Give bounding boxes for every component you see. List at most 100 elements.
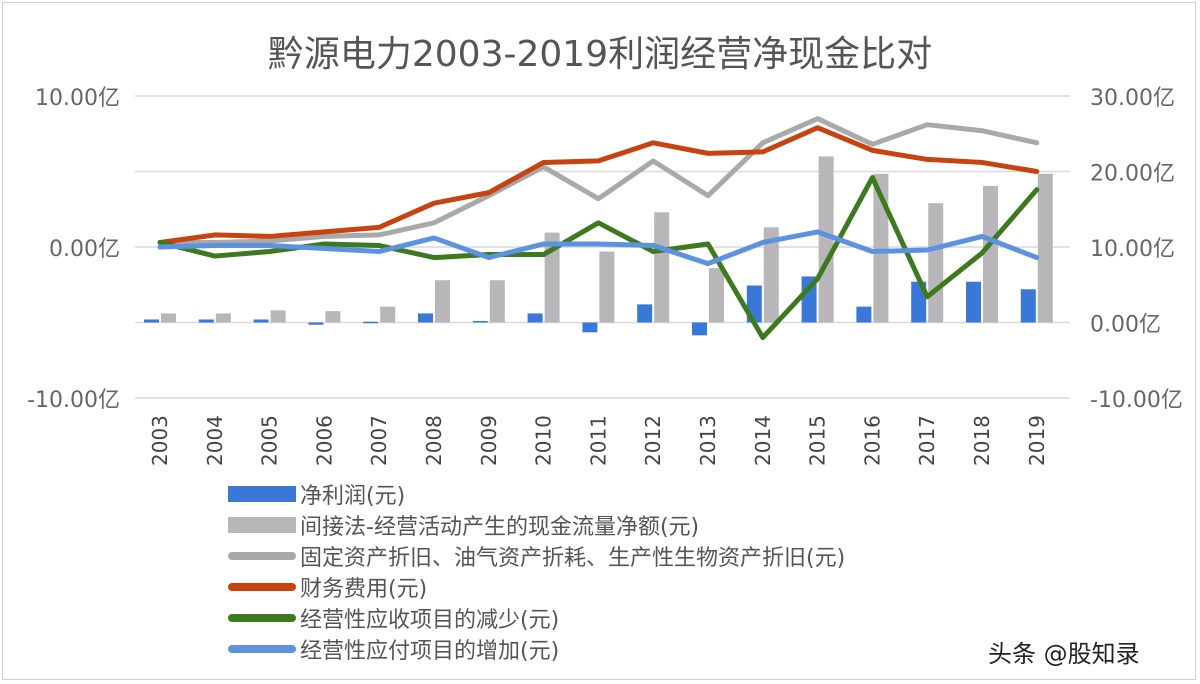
legend-label: 经营性应收项目的减少(元): [300, 607, 560, 633]
line-point: [707, 152, 709, 155]
bar-operating-cash-flow: [215, 313, 231, 323]
line-point: [926, 295, 929, 298]
legend-bar-swatch: [228, 485, 296, 502]
x-axis-tick: 2018: [970, 415, 994, 466]
x-axis-tick: 2014: [751, 415, 775, 466]
line-point: [323, 242, 326, 245]
bar-operating-cash-flow: [544, 232, 560, 323]
right-axis-tick: -10.00亿: [1090, 388, 1183, 413]
bar-net-profit: [144, 319, 159, 323]
line-point: [597, 159, 600, 162]
x-axis-tick: 2011: [586, 415, 610, 466]
bar-net-profit: [637, 304, 653, 323]
line-point: [487, 256, 490, 259]
line-point: [542, 161, 545, 164]
line-point: [871, 250, 874, 253]
line-point: [323, 235, 326, 238]
x-axis-tick: 2010: [532, 415, 556, 466]
line-point: [926, 123, 929, 126]
line-point: [159, 246, 161, 248]
bar-operating-cash-flow: [435, 280, 450, 323]
line-point: [213, 255, 216, 258]
bar-operating-cash-flow: [928, 203, 944, 323]
bar-operating-cash-flow: [161, 313, 176, 323]
legend-label: 财务费用(元): [300, 576, 428, 602]
line-point: [213, 244, 216, 247]
x-axis-tick: 2017: [915, 415, 939, 466]
right-axis-tick: 0.00亿: [1090, 313, 1161, 338]
line-point: [1035, 256, 1038, 259]
line-point: [981, 161, 983, 164]
line-point: [652, 141, 655, 144]
line-point: [871, 143, 874, 146]
line-point: [268, 244, 271, 247]
legend-item: 经营性应收项目的减少(元): [228, 602, 845, 633]
line-point: [1035, 188, 1038, 191]
line-point: [433, 256, 435, 259]
x-axis-tick: 2003: [148, 415, 172, 466]
line-point: [268, 239, 271, 242]
line-point: [816, 117, 819, 120]
right-axis-tick: 10.00亿: [1090, 237, 1175, 262]
bar-net-profit: [582, 322, 598, 333]
line-point: [871, 149, 874, 152]
legend-label: 固定资产折旧、油气资产折耗、生产性生物资产折旧(元): [300, 545, 846, 571]
left-axis-tick: -10.00亿: [27, 388, 120, 413]
line-point: [433, 202, 435, 205]
line-point: [542, 242, 545, 245]
line-point: [323, 247, 326, 250]
bar-operating-cash-flow: [599, 251, 615, 323]
line-point: [707, 194, 709, 197]
line-point: [761, 241, 764, 244]
x-axis-tick: 2015: [806, 415, 830, 466]
legend-label: 间接法-经营活动产生的现金流量净额(元): [300, 514, 700, 540]
bar-operating-cash-flow: [818, 156, 834, 323]
line-point: [597, 197, 600, 200]
legend-item: 财务费用(元): [228, 571, 845, 602]
line-point: [323, 230, 326, 233]
line-point: [542, 165, 545, 168]
x-axis-tick: 2016: [860, 415, 884, 466]
line-point: [871, 176, 874, 179]
legend-bar-swatch: [228, 516, 296, 533]
line-point: [159, 241, 161, 244]
line-point: [981, 235, 983, 238]
x-axis-tick: 2007: [367, 415, 391, 466]
line-point: [268, 235, 271, 238]
x-axis-tick: 2009: [477, 415, 501, 466]
bar-net-profit: [1020, 289, 1036, 323]
bar-operating-cash-flow: [983, 185, 998, 323]
bar-operating-cash-flow: [1037, 173, 1053, 323]
bar-net-profit: [472, 320, 488, 323]
line-point: [378, 226, 381, 229]
line-point: [761, 150, 764, 153]
left-axis-tick: 10.00亿: [35, 86, 120, 111]
chart-title: 黔源电力2003-2019利润经营净现金比对: [268, 34, 932, 75]
bar-net-profit: [527, 313, 543, 323]
line-point: [652, 159, 655, 162]
line-point: [652, 244, 655, 247]
bar-operating-cash-flow: [325, 311, 341, 323]
line-point: [542, 253, 545, 256]
line-point: [981, 129, 983, 132]
legend-label: 净利润(元): [300, 483, 406, 509]
left-axis-tick: 0.00亿: [49, 237, 120, 262]
bar-net-profit: [198, 319, 214, 323]
legend-line-swatch: [228, 613, 296, 622]
right-axis-tick: 20.00亿: [1090, 162, 1175, 187]
line-point: [1035, 141, 1038, 144]
bar-operating-cash-flow: [270, 310, 286, 323]
bar-net-profit: [253, 319, 269, 323]
line-point: [981, 252, 983, 255]
line-point: [816, 126, 819, 129]
legend-line-swatch: [228, 551, 296, 560]
bar-operating-cash-flow: [489, 280, 505, 323]
legend-item: 经营性应付项目的增加(元): [228, 633, 845, 664]
legend-item: 间接法-经营活动产生的现金流量净额(元): [228, 509, 845, 540]
x-axis-tick: 2019: [1025, 415, 1049, 466]
line-point: [597, 221, 600, 224]
line-point: [707, 242, 709, 245]
legend-label: 经营性应付项目的增加(元): [300, 638, 560, 664]
bar-net-profit: [801, 276, 817, 323]
